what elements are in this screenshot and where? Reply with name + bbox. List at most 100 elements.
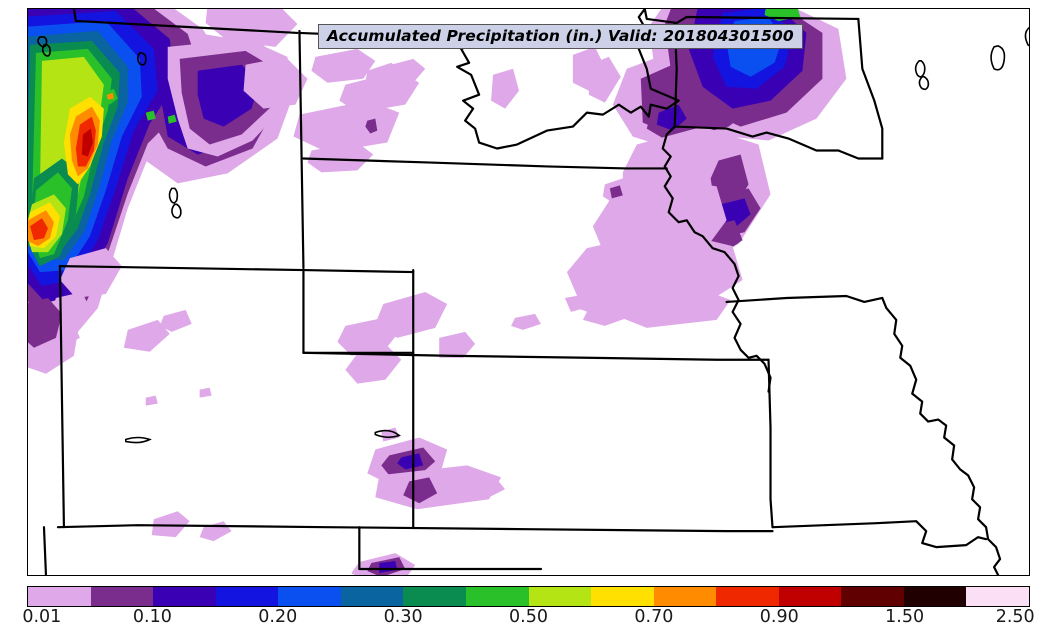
- precip-lobe-top-1: [205, 9, 298, 47]
- colorbar-label-0-90: 0.90: [759, 607, 799, 627]
- border-mn-wi: [857, 17, 884, 160]
- colorbar-segment-7: [465, 587, 529, 606]
- precip-patch-nc-3: [293, 100, 400, 153]
- precip-patch-nc-1: [311, 48, 376, 83]
- colorbar-segment-14: [903, 587, 967, 606]
- colorbar-label-0-70: 0.70: [634, 607, 674, 627]
- precip-cell-eco-4: [145, 395, 158, 406]
- precip-field-layer: [28, 9, 847, 575]
- lake-icon-11: [136, 52, 147, 66]
- border-wy-mt: [72, 9, 299, 35]
- precip-band-ne-lower-light2: [616, 288, 731, 328]
- colorbar-segment-9: [591, 587, 654, 606]
- precip-cell-seco-1c: [397, 453, 424, 470]
- lake-icon-4: [171, 203, 182, 219]
- lake-icon-10: [1024, 26, 1029, 47]
- border-ne-sd-west: [302, 157, 668, 170]
- border-ne-ia: [731, 274, 772, 393]
- precip-patch-nc-6: [491, 68, 520, 109]
- lake-icon-6: [374, 429, 401, 439]
- precip-cell-eco-2: [123, 319, 170, 352]
- precip-band-ne-mid-blue: [718, 198, 751, 227]
- lake-icon-5: [125, 436, 152, 444]
- colorbar-segment-4: [278, 587, 341, 606]
- precip-lobe-top-2: [243, 56, 308, 109]
- precip-band-nw-red-core2: [29, 218, 48, 241]
- colorbar-label-0-20: 0.20: [258, 607, 298, 627]
- colorbar-segment-8: [528, 587, 592, 606]
- colorbar-container: [27, 586, 1030, 607]
- border-ne-ks: [302, 351, 770, 361]
- precip-cell-seco-2: [375, 465, 502, 510]
- colorbar-segment-11: [716, 587, 779, 606]
- precip-patch-c-6: [511, 313, 541, 330]
- border-mo-ar: [771, 520, 988, 549]
- precip-cell-eco-5: [199, 387, 212, 398]
- precip-cell-eco-6: [59, 248, 122, 298]
- precip-patch-nc-8: [588, 56, 621, 103]
- border-co-nm: [58, 264, 66, 529]
- border-co-north: [302, 268, 415, 274]
- precip-arm-ne-blue: [197, 64, 260, 127]
- colorbar-tick-labels: 0.01 0.10 0.20 0.30 0.50 0.70 0.90 1.50 2.50: [22, 607, 1034, 633]
- precip-dot-nc-1: [365, 118, 378, 134]
- precip-band-ne-blue-dot1: [656, 104, 687, 131]
- precip-patch-c-5: [576, 292, 611, 314]
- border-nd-mn-north: [643, 9, 860, 25]
- border-sd-ne: [661, 125, 740, 278]
- colorbar-label-0-01: 0.01: [22, 607, 62, 627]
- border-ks-ok: [56, 524, 774, 533]
- precip-cell-sw-3: [199, 521, 232, 542]
- precip-patch-nc-4: [307, 142, 374, 173]
- border-ia-mo: [725, 294, 884, 304]
- colorbar-segment-5: [340, 587, 404, 606]
- colorbar-label-0-50: 0.50: [509, 607, 548, 627]
- state-boundaries-layer: [42, 9, 1002, 575]
- lake-icon-9: [990, 45, 1006, 71]
- lake-icon-3: [168, 187, 179, 204]
- colorbar-label-2-50: 2.50: [995, 607, 1035, 627]
- map-title-text: Accumulated Precipitation (in.) Valid: 2…: [327, 27, 794, 45]
- water-features-layer: [37, 26, 1029, 444]
- lake-icon-7: [914, 60, 926, 78]
- border-nm-left: [42, 526, 48, 575]
- map-title-box: Accumulated Precipitation (in.) Valid: 2…: [318, 24, 803, 49]
- precip-cell-sw-1: [151, 511, 190, 538]
- precip-fringe-nw2: [28, 297, 62, 348]
- colorbar-segment-0: [28, 587, 91, 606]
- border-mo-il: [881, 296, 1002, 575]
- precip-cell-eco-1: [379, 315, 416, 336]
- border-mo-ks: [767, 358, 774, 529]
- precip-islet-nw-3: [145, 110, 156, 121]
- colorbar-segment-15: [966, 587, 1029, 606]
- colorbar-segment-6: [403, 587, 466, 606]
- map-panel: Accumulated Precipitation (in.) Valid: 2…: [27, 8, 1030, 576]
- border-wy-east: [298, 29, 305, 270]
- precip-patch-c-7: [365, 62, 402, 87]
- lake-icon-8: [918, 75, 930, 91]
- colorbar-label-0-10: 0.10: [132, 607, 172, 627]
- precip-islet-nw-4: [167, 114, 177, 124]
- colorbar-label-0-30: 0.30: [383, 607, 423, 627]
- colorbar-segment-10: [653, 587, 717, 606]
- precip-cell-eco-3: [159, 309, 192, 332]
- map-canvas: [28, 9, 1029, 575]
- colorbar-segment-12: [778, 587, 842, 606]
- precip-patch-ne-s4: [609, 185, 623, 199]
- lake-icon-2: [41, 44, 51, 57]
- border-ok-panhandle: [358, 526, 543, 571]
- colorbar-segment-13: [841, 587, 904, 606]
- precip-patch-c-4: [439, 331, 476, 358]
- precip-cell-sw-4: [471, 479, 506, 500]
- colorbar-segment-3: [215, 587, 279, 606]
- border-mn-ia: [673, 125, 884, 160]
- colorbar-label-1-50: 1.50: [885, 607, 925, 627]
- precip-cell-seco-2b: [403, 477, 438, 504]
- precip-band-nw-darkred-core: [81, 128, 93, 157]
- colorbar-segment-1: [90, 587, 154, 606]
- colorbar: [27, 586, 1030, 607]
- colorbar-segment-2: [153, 587, 216, 606]
- border-wy-co: [58, 264, 305, 272]
- precip-islet-nw-2: [106, 92, 114, 100]
